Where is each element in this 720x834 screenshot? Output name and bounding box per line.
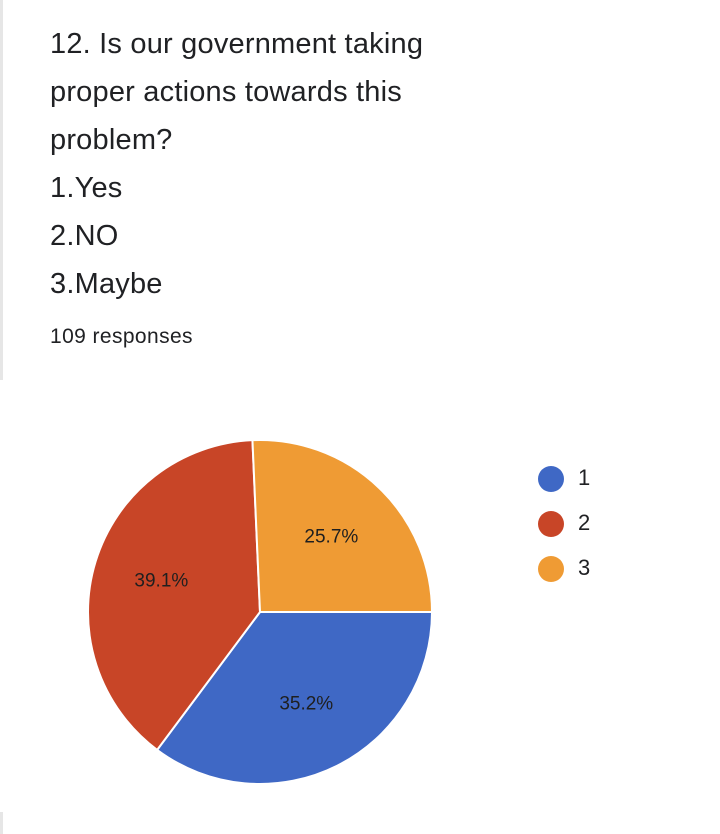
question-option-1: 1.Yes [50, 172, 123, 204]
legend-label-3: 3 [578, 555, 590, 580]
pie-chart: 35.2% 39.1% 25.7% 1 2 3 [87, 439, 590, 785]
pie-chart-area: 35.2% 39.1% 25.7% 1 2 3 [0, 380, 720, 820]
left-border [0, 0, 3, 380]
response-count: 109 responses [50, 325, 193, 348]
legend-swatch-3 [538, 556, 564, 582]
question-option-2: 2.NO [50, 220, 119, 252]
left-border-bottom [0, 812, 3, 834]
pie-slice-3 [251, 439, 434, 613]
pie-slice-1 [155, 611, 434, 785]
pie-slice-2 [87, 439, 262, 752]
question-title-line-2: proper actions towards this [50, 76, 402, 108]
question-title-line-1: 12. Is our government taking [50, 28, 424, 60]
legend-label-1: 1 [578, 465, 590, 490]
legend-swatch-1 [538, 466, 564, 492]
question-title-line-3: problem? [50, 124, 173, 156]
pie-slice-label-1: 35.2% [279, 693, 333, 714]
question-option-3: 3.Maybe [50, 268, 163, 300]
pie-slice-label-3: 25.7% [304, 526, 358, 547]
question-block: 12. Is our government taking proper acti… [50, 20, 690, 308]
legend-label-2: 2 [578, 510, 590, 535]
pie-slice-label-2: 39.1% [134, 571, 188, 592]
legend-swatch-2 [538, 511, 564, 537]
